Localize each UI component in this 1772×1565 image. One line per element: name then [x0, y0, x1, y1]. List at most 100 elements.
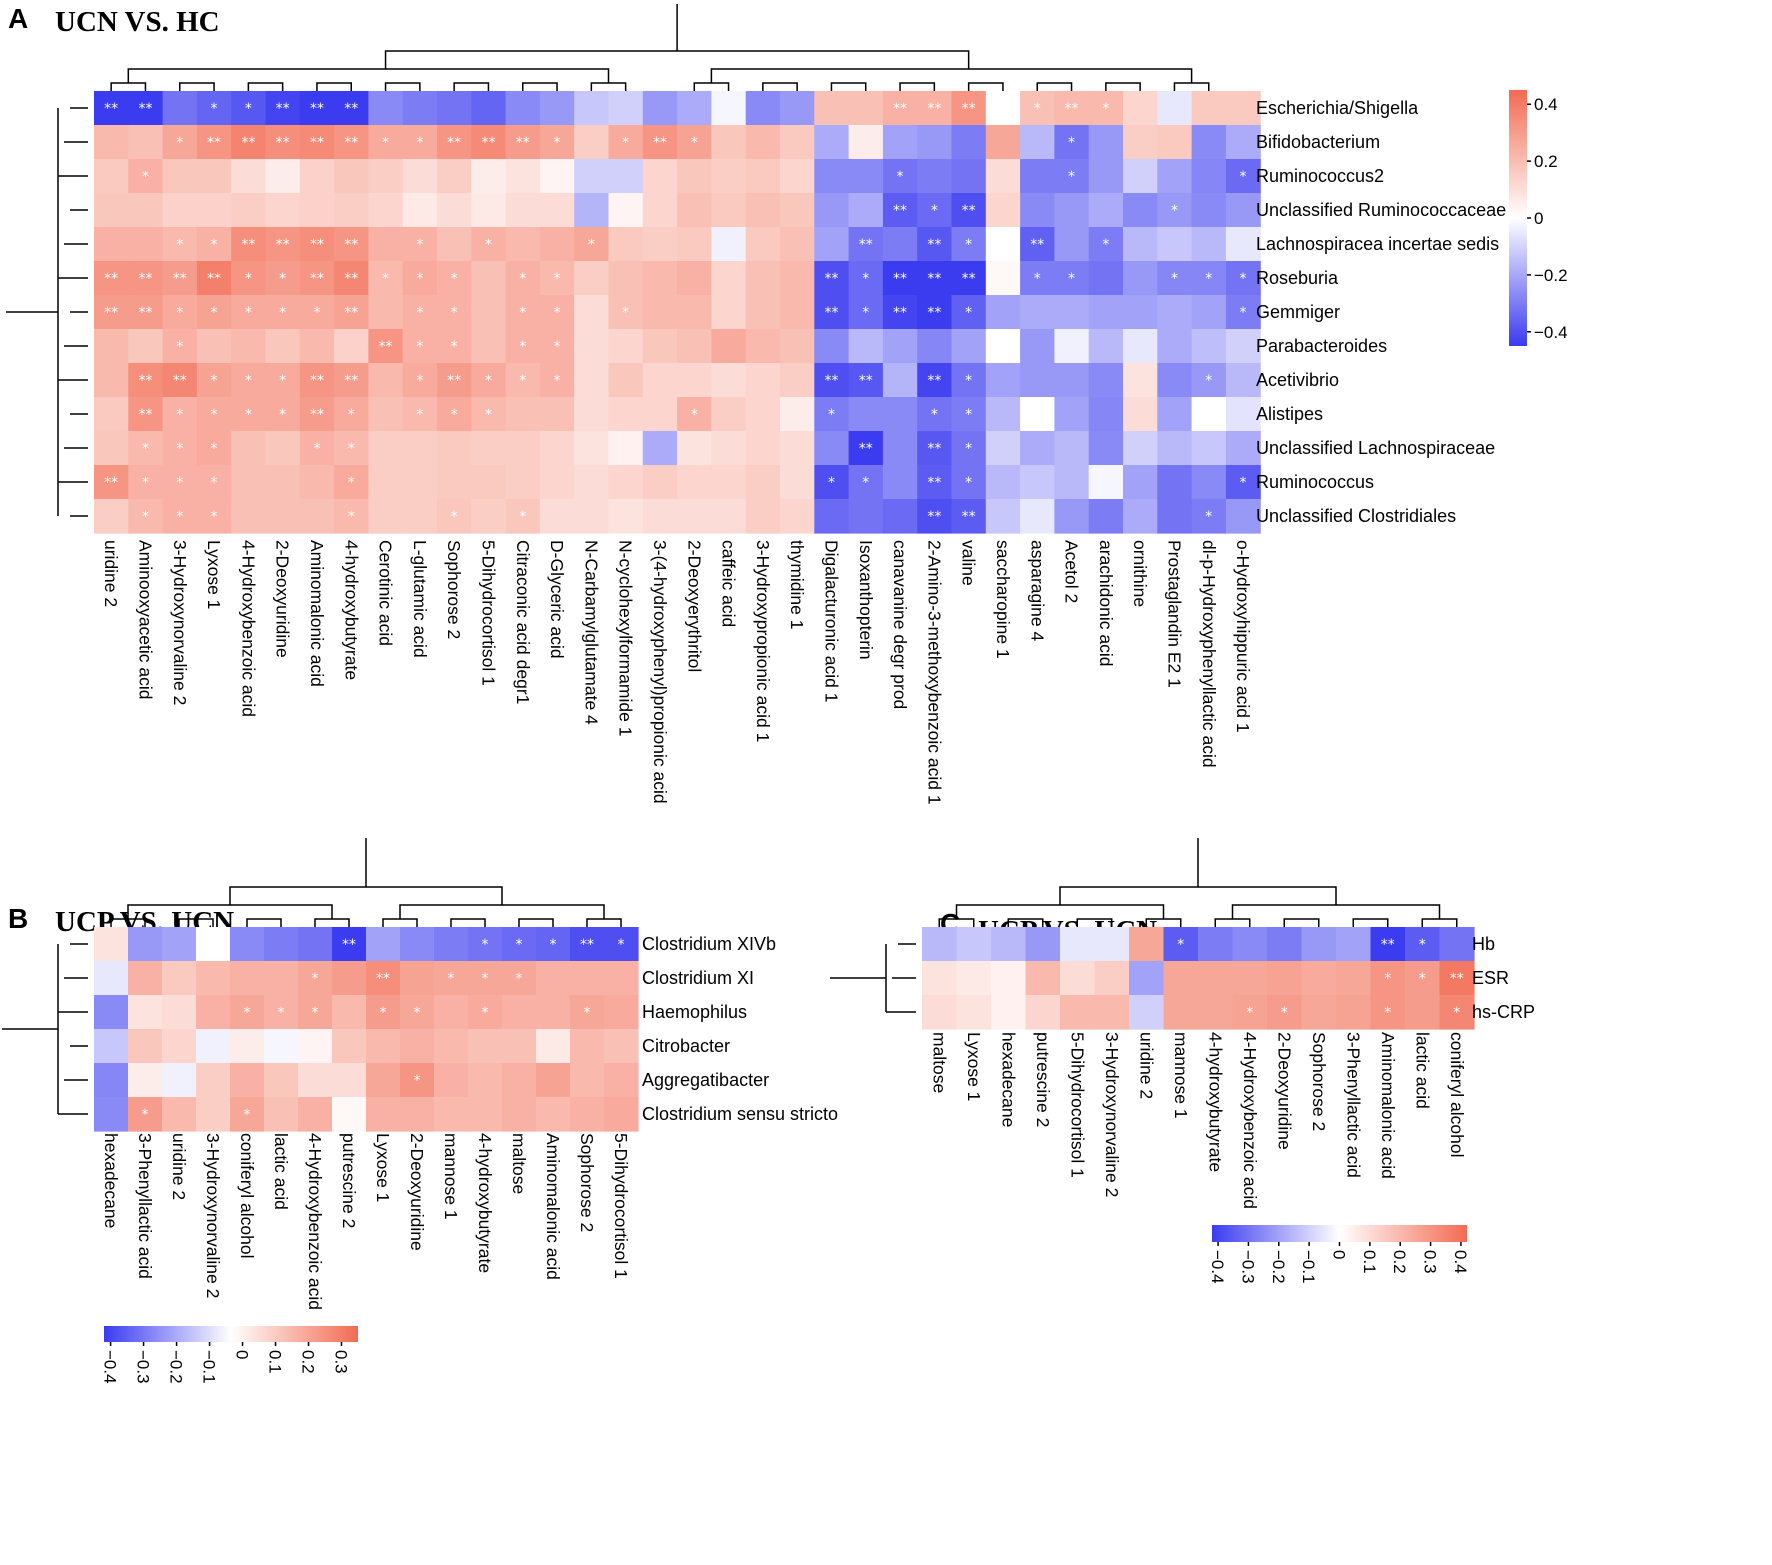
- dendrogram-branch: [399, 904, 605, 919]
- heatmap-cell: [94, 499, 129, 534]
- heatmap-cell: [814, 91, 850, 126]
- heatmap-cell: [1020, 193, 1055, 228]
- heatmap-cell: [711, 329, 747, 364]
- significance-star: *: [519, 373, 526, 389]
- heatmap-cell: [128, 125, 164, 160]
- heatmap-cell: [402, 295, 438, 330]
- heatmap-cell: [814, 159, 850, 194]
- heatmap-cell: [128, 193, 164, 228]
- heatmap-cell: [1267, 961, 1303, 996]
- significance-star: **: [138, 305, 152, 321]
- heatmap-cell: [848, 397, 884, 432]
- column-label: uridine 2: [101, 540, 121, 607]
- significance-star: **: [824, 271, 838, 287]
- significance-star: *: [1453, 1005, 1460, 1021]
- significance-star: *: [1177, 937, 1184, 953]
- heatmap-cell: [196, 227, 232, 262]
- heatmap-cell: [265, 91, 301, 126]
- significance-star: *: [416, 339, 423, 355]
- heatmap-cell: [128, 995, 163, 1030]
- heatmap-cell: [1225, 363, 1261, 398]
- heatmap-cell: [196, 193, 232, 228]
- heatmap-cell: [1225, 499, 1261, 534]
- column-label: Cerotinic acid: [376, 540, 396, 646]
- heatmap-cell: [780, 159, 815, 194]
- legend-tick-label: 0.3: [1421, 1250, 1440, 1274]
- heatmap-cell: [1191, 295, 1227, 330]
- significance-star: *: [348, 509, 355, 525]
- heatmap-cell: [505, 91, 541, 126]
- heatmap-cell: [1020, 499, 1055, 534]
- significance-star: **: [138, 407, 152, 423]
- heatmap-cell: [231, 397, 267, 432]
- significance-star: *: [1102, 237, 1109, 253]
- heatmap-cell: [196, 261, 232, 296]
- heatmap-cell: [402, 499, 438, 534]
- heatmap-cell: [1157, 499, 1193, 534]
- heatmap-cell: [230, 1029, 265, 1064]
- heatmap-cell: [128, 227, 164, 262]
- heatmap-cell: [334, 465, 369, 500]
- heatmap-cell: [848, 261, 884, 296]
- heatmap-cell: [745, 261, 781, 296]
- heatmap-cell: [368, 363, 404, 398]
- significance-star: **: [927, 101, 941, 117]
- heatmap-cell: [677, 397, 712, 432]
- significance-star: *: [482, 937, 489, 953]
- heatmap-cell: [985, 499, 1021, 534]
- legend-tick-label: 0.1: [1360, 1250, 1379, 1274]
- heatmap-cell: [1157, 193, 1193, 228]
- heatmap-cell: [366, 927, 401, 962]
- heatmap-cell: [332, 995, 367, 1030]
- heatmap-cell: [162, 431, 198, 466]
- panel-a-title: UCN VS. HC: [55, 6, 220, 38]
- heatmap-cell: [471, 159, 507, 194]
- panel-a-label: A: [8, 3, 28, 34]
- significance-star: *: [618, 937, 625, 953]
- heatmap-cell: [882, 159, 918, 194]
- significance-star: *: [1384, 1005, 1391, 1021]
- legend-tick-label: 0.3: [332, 1350, 351, 1374]
- column-label: o-Hydroxyhippuric acid 1: [1233, 540, 1253, 733]
- heatmap-cell: [1191, 363, 1227, 398]
- heatmap-cell: [574, 363, 610, 398]
- legend-tick-label: 0.1: [266, 1350, 285, 1374]
- significance-star: *: [550, 937, 557, 953]
- heatmap-cell: [539, 125, 575, 160]
- significance-star: *: [176, 407, 183, 423]
- heatmap-cell: [1020, 159, 1055, 194]
- column-label: canavanine degr prod: [890, 540, 910, 709]
- heatmap-cell: [468, 961, 503, 996]
- heatmap-cell: [745, 159, 781, 194]
- heatmap-cell: [162, 193, 198, 228]
- row-label: Unclassified Ruminococcaceae: [1256, 200, 1506, 220]
- heatmap-cell: [1225, 261, 1261, 296]
- significance-star: *: [142, 1107, 149, 1123]
- row-labels: Hb ESR hs-CRP: [1472, 934, 1535, 1022]
- significance-star: *: [965, 441, 972, 457]
- significance-star: **: [241, 135, 255, 151]
- heatmap-cell: [711, 465, 747, 500]
- heatmap-cell: [1020, 397, 1055, 432]
- heatmap-cell: [368, 227, 404, 262]
- heatmap-cell: [400, 995, 435, 1030]
- heatmap-cell: [882, 91, 918, 126]
- heatmap-cell: [574, 261, 610, 296]
- heatmap-cell: [951, 363, 987, 398]
- dendrogram-branch: [246, 918, 282, 927]
- significance-star: **: [344, 305, 358, 321]
- heatmap-cell: [882, 227, 918, 262]
- heatmap-cell: [1020, 363, 1055, 398]
- column-label: Sophorose 2: [444, 540, 464, 639]
- heatmap-cell: [574, 193, 610, 228]
- heatmap-cell: [299, 91, 335, 126]
- heatmap-cell: [1163, 961, 1199, 996]
- dendrogram-branch: [586, 918, 622, 927]
- heatmap-cell: [434, 1097, 469, 1132]
- color-legend: −0.4 −0.3 −0.2 −0.1 0 0.1 0.2 0.3: [101, 1326, 358, 1384]
- heatmap-cell: [642, 227, 678, 262]
- heatmap-cell: [94, 961, 129, 996]
- heatmap-cell: [1232, 995, 1268, 1030]
- significance-star: *: [279, 407, 286, 423]
- heatmap-cell: [814, 363, 850, 398]
